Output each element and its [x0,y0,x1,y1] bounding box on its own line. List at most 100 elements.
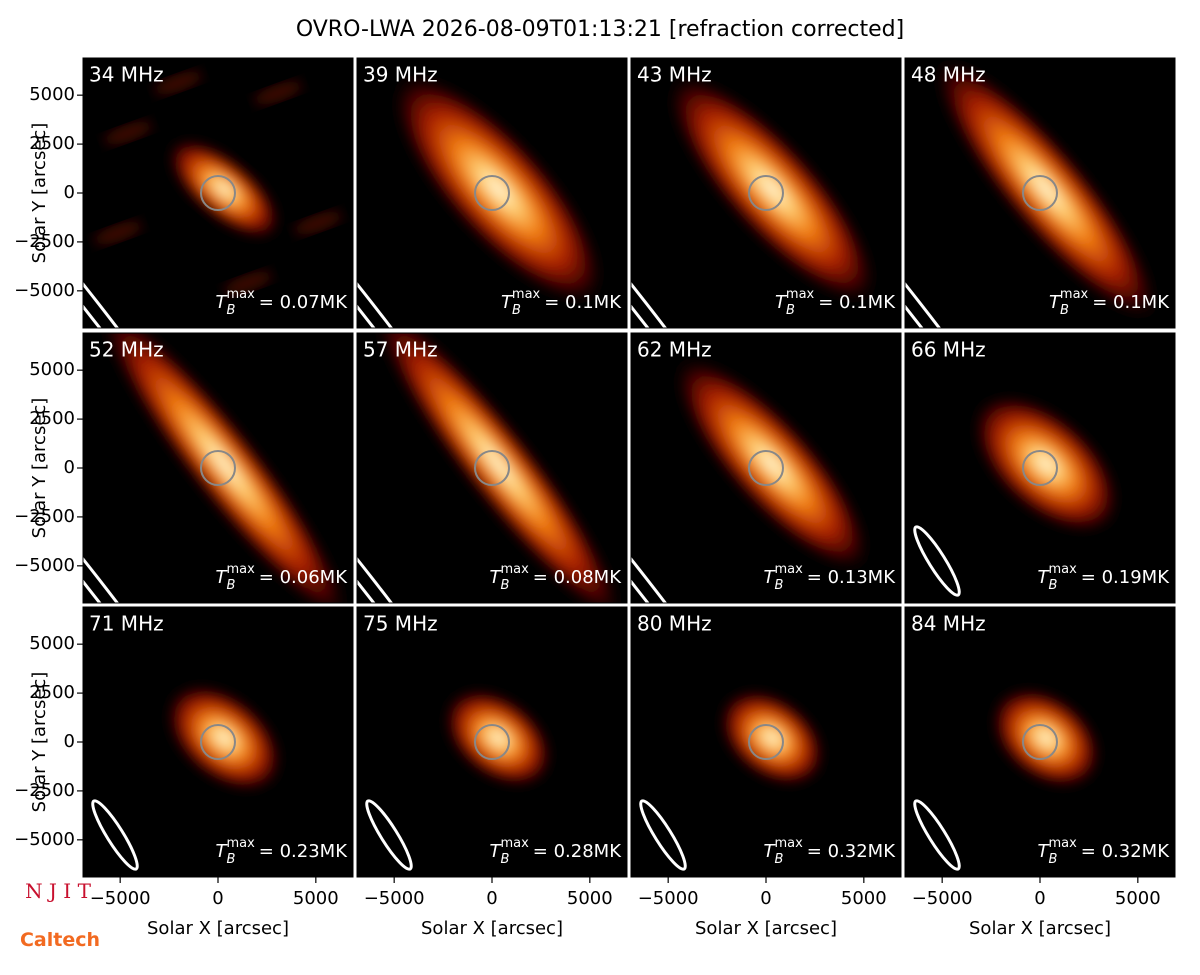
x-axis-label: Solar X [arcsec] [147,918,289,939]
x-axis-label: Solar X [arcsec] [969,918,1111,939]
tb-value: = 0.23MK [259,841,348,862]
frequency-label: 34 MHz [89,63,164,87]
beam [357,196,455,328]
tb-subscript: B [227,303,236,318]
noise-patch [293,211,343,235]
panel [357,607,627,877]
beam [905,196,1003,328]
tb-subscript: B [1049,578,1058,593]
x-axis-label: Solar X [arcsec] [421,918,563,939]
panel [83,58,353,328]
panel [357,58,627,328]
solar-disk [200,175,236,211]
emission [165,683,283,793]
panel [83,607,353,877]
noise-patch [153,71,203,95]
logo-caltech: Caltech [20,929,100,951]
tb-symbol: T [490,567,503,588]
tb-value: = 0.1MK [818,292,896,313]
tb-subscript: B [512,303,521,318]
emission [371,333,625,603]
beam [639,799,687,871]
x-tick-label: −5000 [912,888,973,909]
tb-symbol: T [501,292,514,313]
tb-subscript: B [1049,852,1058,867]
frequency-label: 43 MHz [637,63,712,87]
emission [971,394,1121,534]
tb-superscript: max [512,287,541,302]
beam [913,799,961,871]
panel-frame [904,332,1176,604]
noise-patch [103,121,153,145]
y-tick-label: −2500 [14,231,75,252]
emission [390,72,606,306]
tb-symbol: T [1038,841,1051,862]
x-tick-label: −5000 [638,888,699,909]
y-axis-label: Solar Y [arcsec] [29,398,50,539]
tb-max-annotation: TBmax = 0.1MK [501,287,622,318]
tb-subscript: B [775,578,784,593]
y-tick-label: −2500 [14,506,75,527]
y-tick-label: −5000 [14,555,75,576]
tb-max-annotation: TBmax = 0.08MK [490,562,623,593]
solar-disk [474,175,510,211]
tb-subscript: B [786,303,795,318]
frequency-label: 75 MHz [363,612,438,636]
y-tick-label: −5000 [14,280,75,301]
y-axis-label: Solar Y [arcsec] [29,123,50,264]
tb-superscript: max [1048,562,1077,577]
tb-symbol: T [775,292,788,313]
solar-disk [474,724,510,760]
solar-disk [1022,175,1058,211]
beam [631,471,729,603]
tb-symbol: T [764,567,777,588]
frequency-label: 52 MHz [89,338,164,362]
emission [167,138,281,240]
tb-value: = 0.32MK [1081,841,1170,862]
emission [666,73,878,305]
beam [83,196,181,328]
tb-max-annotation: TBmax = 0.19MK [1038,562,1171,593]
panel-frame [904,57,1176,329]
y-tick-label: −2500 [14,780,75,801]
tb-max-annotation: TBmax = 0.32MK [1038,836,1171,867]
tb-max-annotation: TBmax = 0.1MK [775,287,896,318]
figure-title: OVRO-LWA 2026-08-09T01:13:21 [refraction… [296,17,904,42]
frequency-label: 48 MHz [911,63,986,87]
tb-value: = 0.13MK [807,567,896,588]
tb-symbol: T [216,567,229,588]
frequency-label: 71 MHz [89,612,164,636]
solar-disk [200,450,236,486]
tb-subscript: B [775,852,784,867]
beam [365,799,413,871]
tb-superscript: max [226,562,255,577]
x-tick-label: 5000 [841,888,887,909]
tb-symbol: T [490,841,503,862]
tb-max-annotation: TBmax = 0.1MK [1049,287,1170,318]
y-tick-label: 5000 [29,359,75,380]
solar-disk [474,450,510,486]
emission [673,356,871,572]
solar-disk [1022,450,1058,486]
beam [913,525,961,597]
emission [97,333,351,603]
tb-value: = 0.06MK [259,567,348,588]
tb-max-annotation: TBmax = 0.13MK [764,562,897,593]
tb-value: = 0.32MK [807,841,896,862]
y-axis-label: Solar Y [arcsec] [29,672,50,813]
tb-superscript: max [226,836,255,851]
x-axis-label: Solar X [arcsec] [695,918,837,939]
tb-value: = 0.19MK [1081,567,1170,588]
tb-symbol: T [764,841,777,862]
x-tick-label: 0 [760,888,771,909]
tb-symbol: T [1049,292,1062,313]
tb-symbol: T [216,292,229,313]
y-tick-label: 5000 [29,633,75,654]
y-tick-label: 2500 [29,133,75,154]
tb-symbol: T [216,841,229,862]
frequency-label: 57 MHz [363,338,438,362]
tb-subscript: B [227,852,236,867]
tb-superscript: max [1048,836,1077,851]
solar-disk [1022,724,1058,760]
